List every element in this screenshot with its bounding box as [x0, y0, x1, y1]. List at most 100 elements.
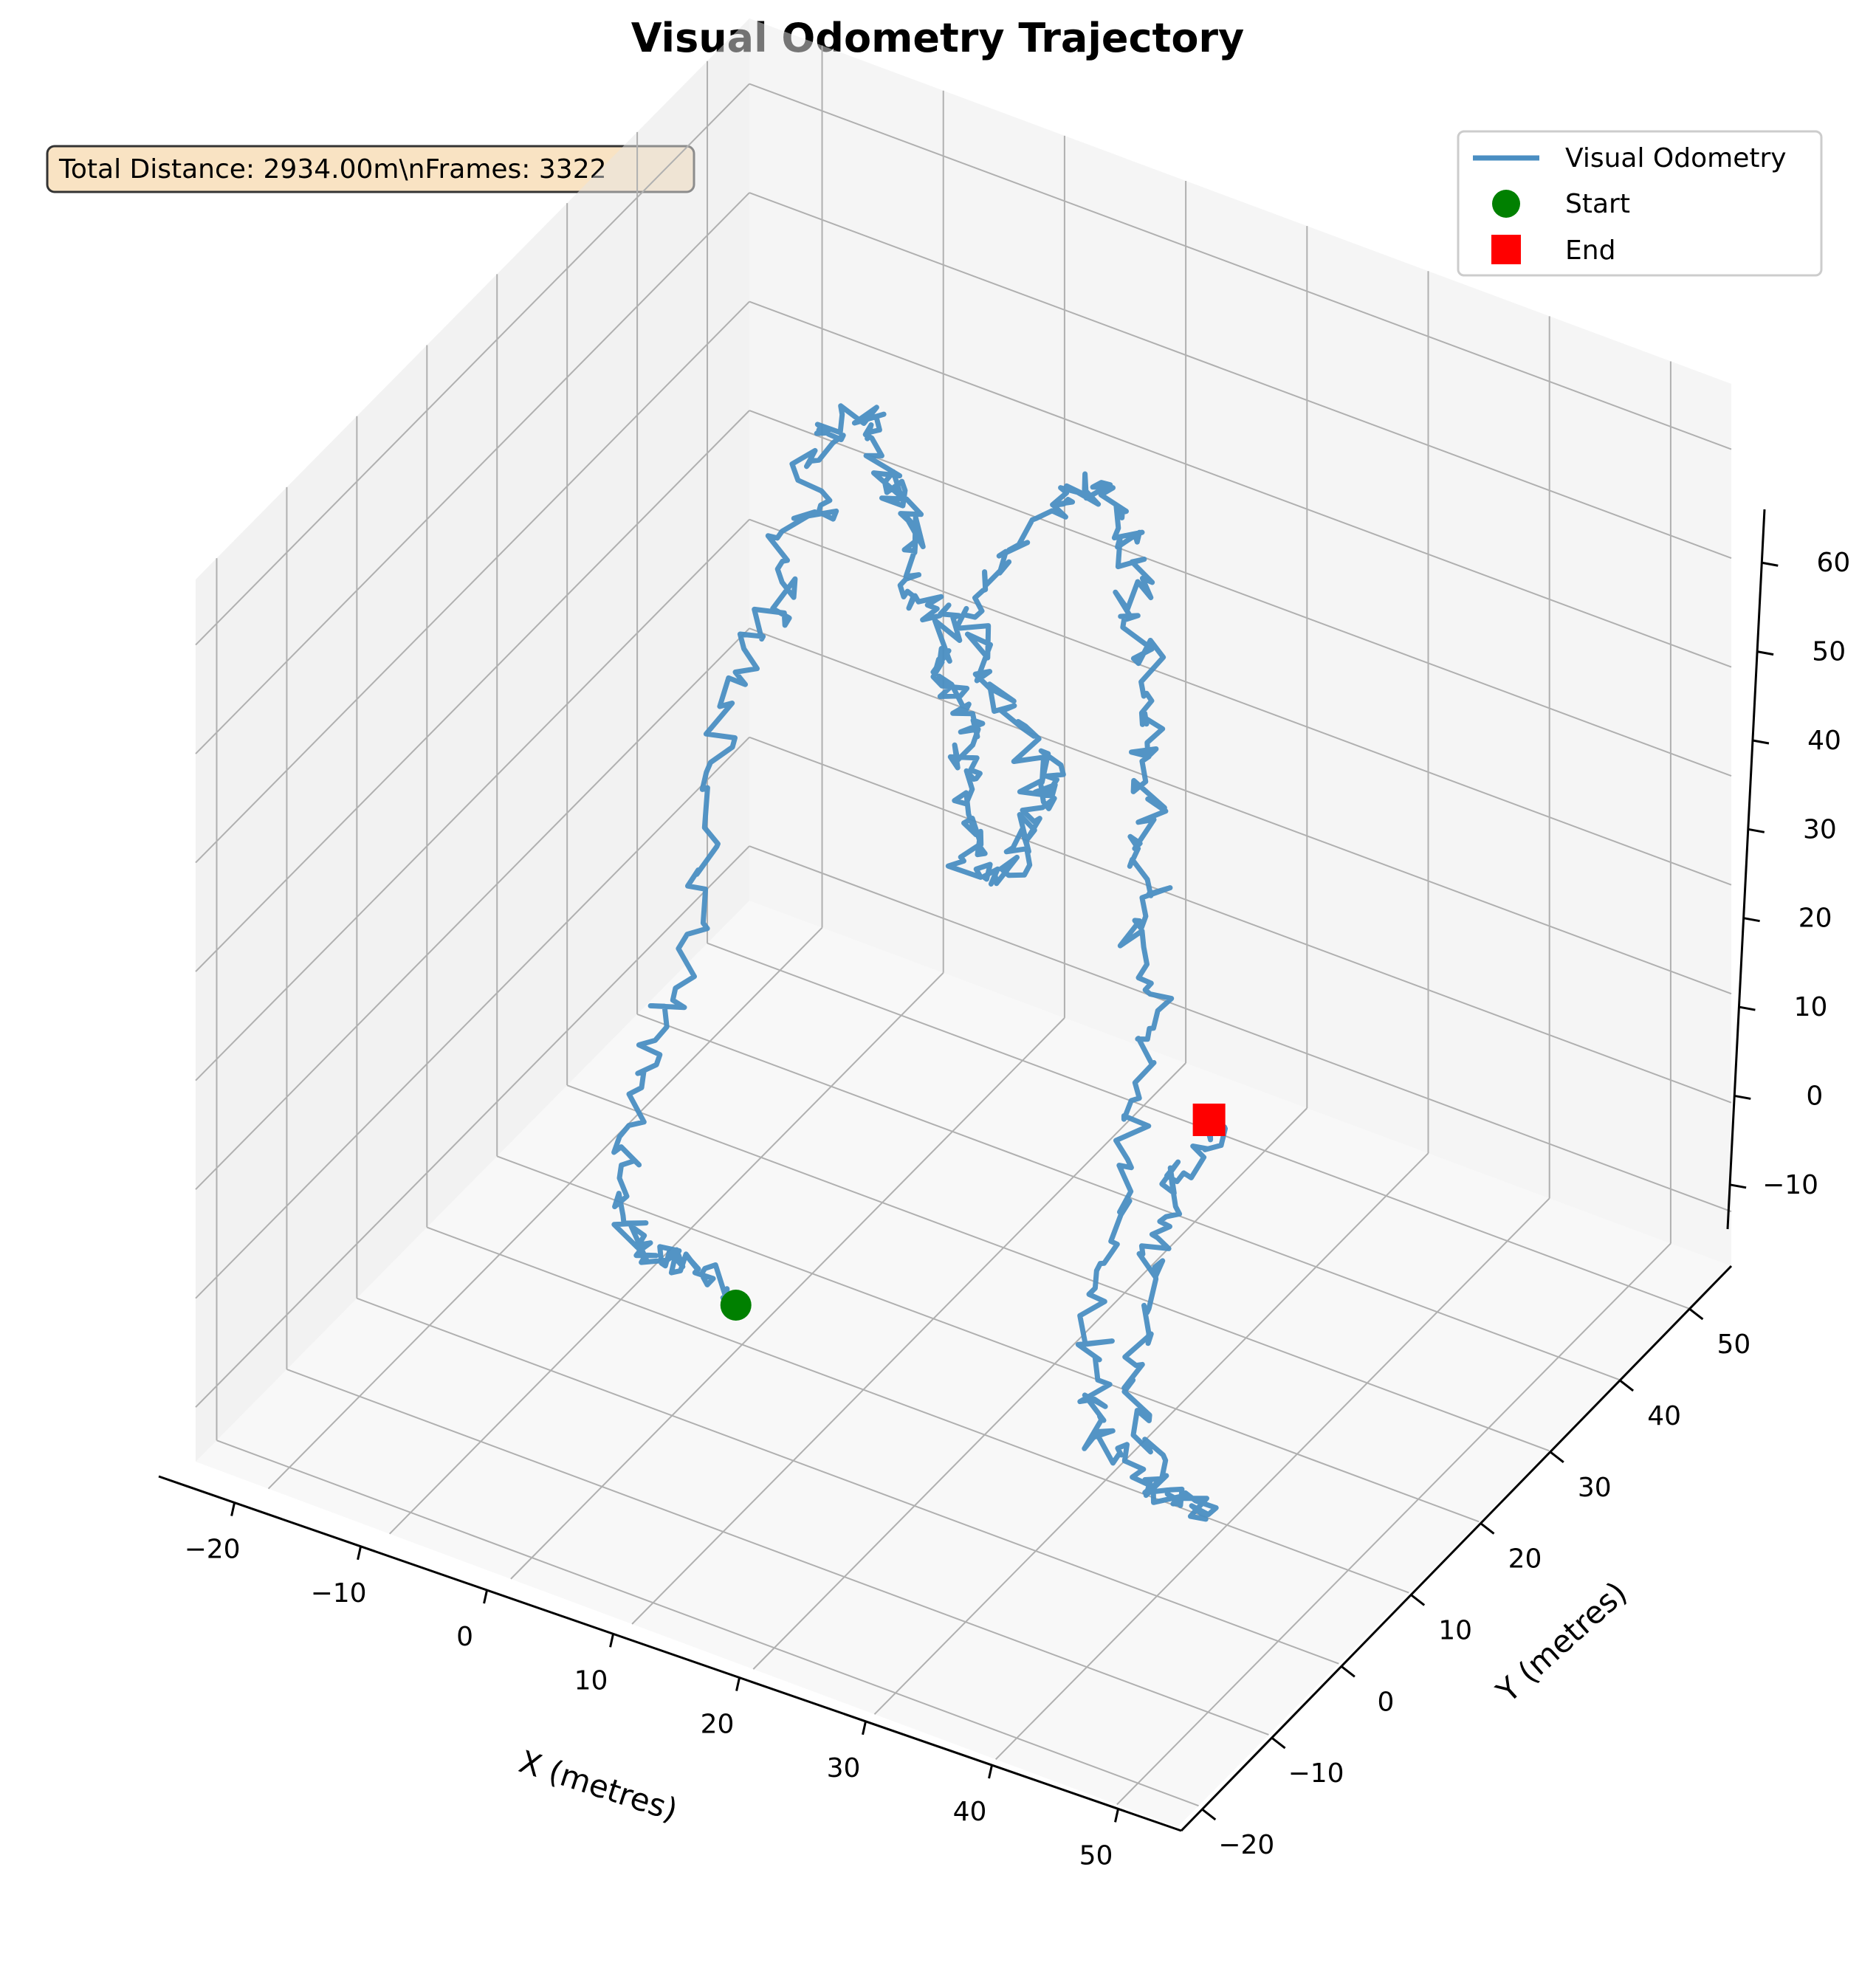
axis-lines: [158, 509, 1766, 1832]
z-tick: [1748, 828, 1765, 833]
x-tick-label: 20: [701, 1710, 735, 1740]
y-gridline-floor: [496, 1155, 1480, 1523]
y-tick: [1340, 1665, 1356, 1678]
z-tick: [1752, 739, 1770, 745]
start-marker: [720, 1289, 752, 1321]
y-tick-label: 10: [1438, 1615, 1472, 1645]
x-tick: [230, 1502, 236, 1516]
y-gridline-floor: [286, 1368, 1269, 1736]
legend-label-visual-odometry: Visual Odometry: [1565, 143, 1787, 173]
z-gridline-side: [195, 518, 750, 1081]
z-tick: [1734, 1094, 1751, 1100]
legend-label-end: End: [1565, 235, 1615, 266]
x-tick: [735, 1677, 741, 1691]
z-gridline-back: [749, 518, 1732, 886]
z-tick-label: 50: [1812, 637, 1846, 667]
x-tick: [357, 1546, 363, 1561]
x-tick-label: 50: [1079, 1840, 1113, 1871]
end-marker: [1192, 1103, 1226, 1136]
x-gridline-floor: [994, 1197, 1550, 1761]
z-gridline-side: [195, 737, 750, 1299]
z-tick-label: 60: [1816, 548, 1850, 578]
floor-pane: [196, 901, 1731, 1827]
x-tick: [862, 1721, 867, 1736]
z-tick: [1739, 1005, 1756, 1011]
legend: Visual Odometry Start End: [1457, 130, 1823, 277]
x-tick-label: 10: [574, 1665, 608, 1696]
legend-end-marker: [1491, 235, 1521, 264]
x-tick: [609, 1634, 615, 1648]
z-gridline-back: [749, 83, 1732, 450]
z-gridline-side: [195, 627, 750, 1190]
y-tick-label: 30: [1578, 1473, 1612, 1503]
back-pane: [749, 18, 1731, 1266]
z-gridline-back: [749, 192, 1732, 559]
x-gridline-floor: [631, 1062, 1186, 1625]
y-gridline-floor: [357, 1297, 1339, 1665]
y-tick-label: 20: [1508, 1544, 1542, 1575]
x-tick: [988, 1764, 993, 1779]
x-axis-line: [158, 1475, 1182, 1832]
y-tick: [1410, 1594, 1426, 1606]
z-tick-label: 10: [1794, 992, 1828, 1022]
y-tick: [1201, 1808, 1217, 1821]
z-tick-label: −10: [1762, 1170, 1818, 1200]
z-axis-line: [1726, 509, 1766, 1230]
x-gridline-floor: [873, 1152, 1429, 1715]
z-tick: [1743, 917, 1760, 923]
y-axis-line: [1180, 1265, 1733, 1832]
z-tick: [1762, 561, 1779, 567]
y-tick-label: −10: [1288, 1758, 1344, 1789]
x-gridline-floor: [1116, 1242, 1671, 1806]
tick-labels: −20 −10 0 10 20 30 40 50 −20 −10 0 10 20 30 40 50 −10 0 10…: [185, 548, 1851, 1871]
y-tick-label: −20: [1218, 1830, 1274, 1860]
z-gridline-side: [195, 192, 750, 754]
x-tick: [1114, 1809, 1119, 1823]
x-tick-label: 30: [827, 1753, 861, 1783]
z-gridline-side: [195, 83, 750, 646]
z-tick-label: 30: [1803, 814, 1837, 845]
info-box-text: Total Distance: 2934.00m\nFrames: 3322: [58, 154, 607, 185]
z-gridline-side: [195, 410, 750, 972]
side-pane: [196, 18, 749, 1462]
z-gridline-side: [195, 845, 750, 1408]
z-gridline-back: [749, 300, 1732, 668]
x-tick: [483, 1589, 489, 1604]
y-tick: [1271, 1736, 1286, 1750]
y-tick-label: 0: [1377, 1687, 1394, 1717]
z-gridline-side: [195, 300, 750, 864]
y-gridline-floor: [426, 1226, 1409, 1594]
x-gridline-floor: [510, 1017, 1065, 1580]
z-gridline-back: [749, 845, 1732, 1213]
y-tick: [1619, 1379, 1635, 1392]
axes-panes: [195, 18, 1732, 1827]
y-tick: [1480, 1522, 1495, 1535]
info-box: Total Distance: 2934.00m\nFrames: 3322: [46, 145, 695, 193]
x-gridline-floor: [267, 926, 823, 1490]
z-tick-label: 20: [1798, 904, 1832, 934]
y-gridline-floor: [216, 1439, 1199, 1807]
plot-series: [611, 403, 1228, 1522]
y-tick: [1549, 1451, 1564, 1463]
legend-start-marker: [1492, 190, 1520, 218]
y-tick-label: 40: [1647, 1401, 1681, 1431]
z-gridline-back: [749, 736, 1732, 1104]
y-gridline-floor: [566, 1084, 1550, 1452]
z-tick-label: 40: [1807, 726, 1841, 756]
x-tick-label: −10: [311, 1578, 367, 1609]
y-tick: [1688, 1307, 1704, 1321]
x-gridline-floor: [752, 1107, 1308, 1670]
z-tick-label: 0: [1806, 1081, 1823, 1111]
tick-marks: [230, 561, 1779, 1823]
legend-frame: [1457, 130, 1823, 277]
y-tick-label: 50: [1717, 1330, 1751, 1360]
z-tick: [1756, 650, 1774, 656]
z-gridline-back: [749, 627, 1732, 995]
legend-label-start: Start: [1565, 189, 1630, 219]
x-tick-label: 40: [953, 1797, 987, 1827]
x-tick-label: 0: [456, 1622, 473, 1652]
z-tick: [1729, 1183, 1747, 1189]
trajectory-line: [611, 403, 1228, 1522]
x-tick-label: −20: [185, 1535, 241, 1565]
